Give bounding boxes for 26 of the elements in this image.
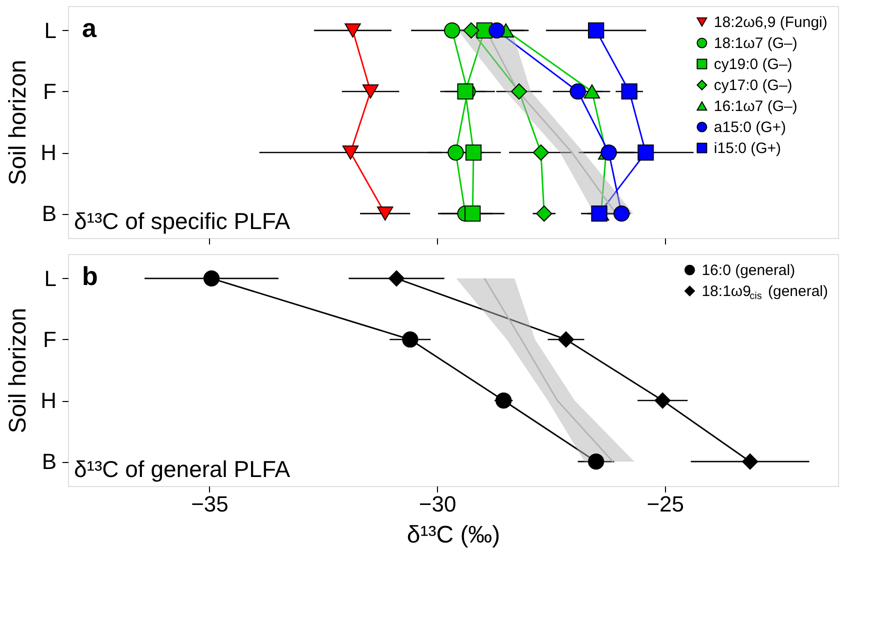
annotation: a bbox=[82, 13, 97, 43]
y-tick-label: F bbox=[43, 326, 56, 352]
annotation: δ¹³C of general PLFA bbox=[74, 456, 291, 482]
legend-label: 18:2ω6,9 (Fungi) bbox=[714, 14, 828, 31]
y-tick-label: F bbox=[43, 78, 56, 104]
y-tick-label: L bbox=[44, 18, 56, 43]
x-tick-label: −25 bbox=[646, 492, 684, 516]
y-tick-label: B bbox=[42, 449, 56, 474]
y-tick-label: H bbox=[40, 140, 56, 166]
legend-label: 16:1ω7 (G–) bbox=[714, 98, 798, 115]
annotation: b bbox=[82, 261, 98, 291]
legend-label: a15:0 (G+) bbox=[714, 119, 786, 136]
y-tick-label: H bbox=[40, 388, 56, 414]
legend-label: i15:0 (G+) bbox=[714, 140, 782, 157]
legend-label: 18:1ω7 (G–) bbox=[714, 35, 798, 52]
annotation: δ¹³C of specific PLFA bbox=[74, 208, 291, 234]
y-tick-label: B bbox=[42, 201, 56, 226]
x-tick-label: −35 bbox=[191, 492, 228, 516]
y-axis-title: Soil horizon bbox=[4, 60, 32, 186]
y-tick-label: L bbox=[44, 266, 56, 291]
x-tick-label: −30 bbox=[418, 492, 456, 516]
x-axis-title: δ¹³C (‰) bbox=[406, 522, 500, 548]
legend-label: cy17:0 (G–) bbox=[714, 77, 792, 94]
legend-label: cy19:0 (G–) bbox=[714, 56, 792, 73]
y-axis-title: Soil horizon bbox=[4, 308, 32, 434]
legend-label: 16:0 (general) bbox=[702, 262, 796, 279]
